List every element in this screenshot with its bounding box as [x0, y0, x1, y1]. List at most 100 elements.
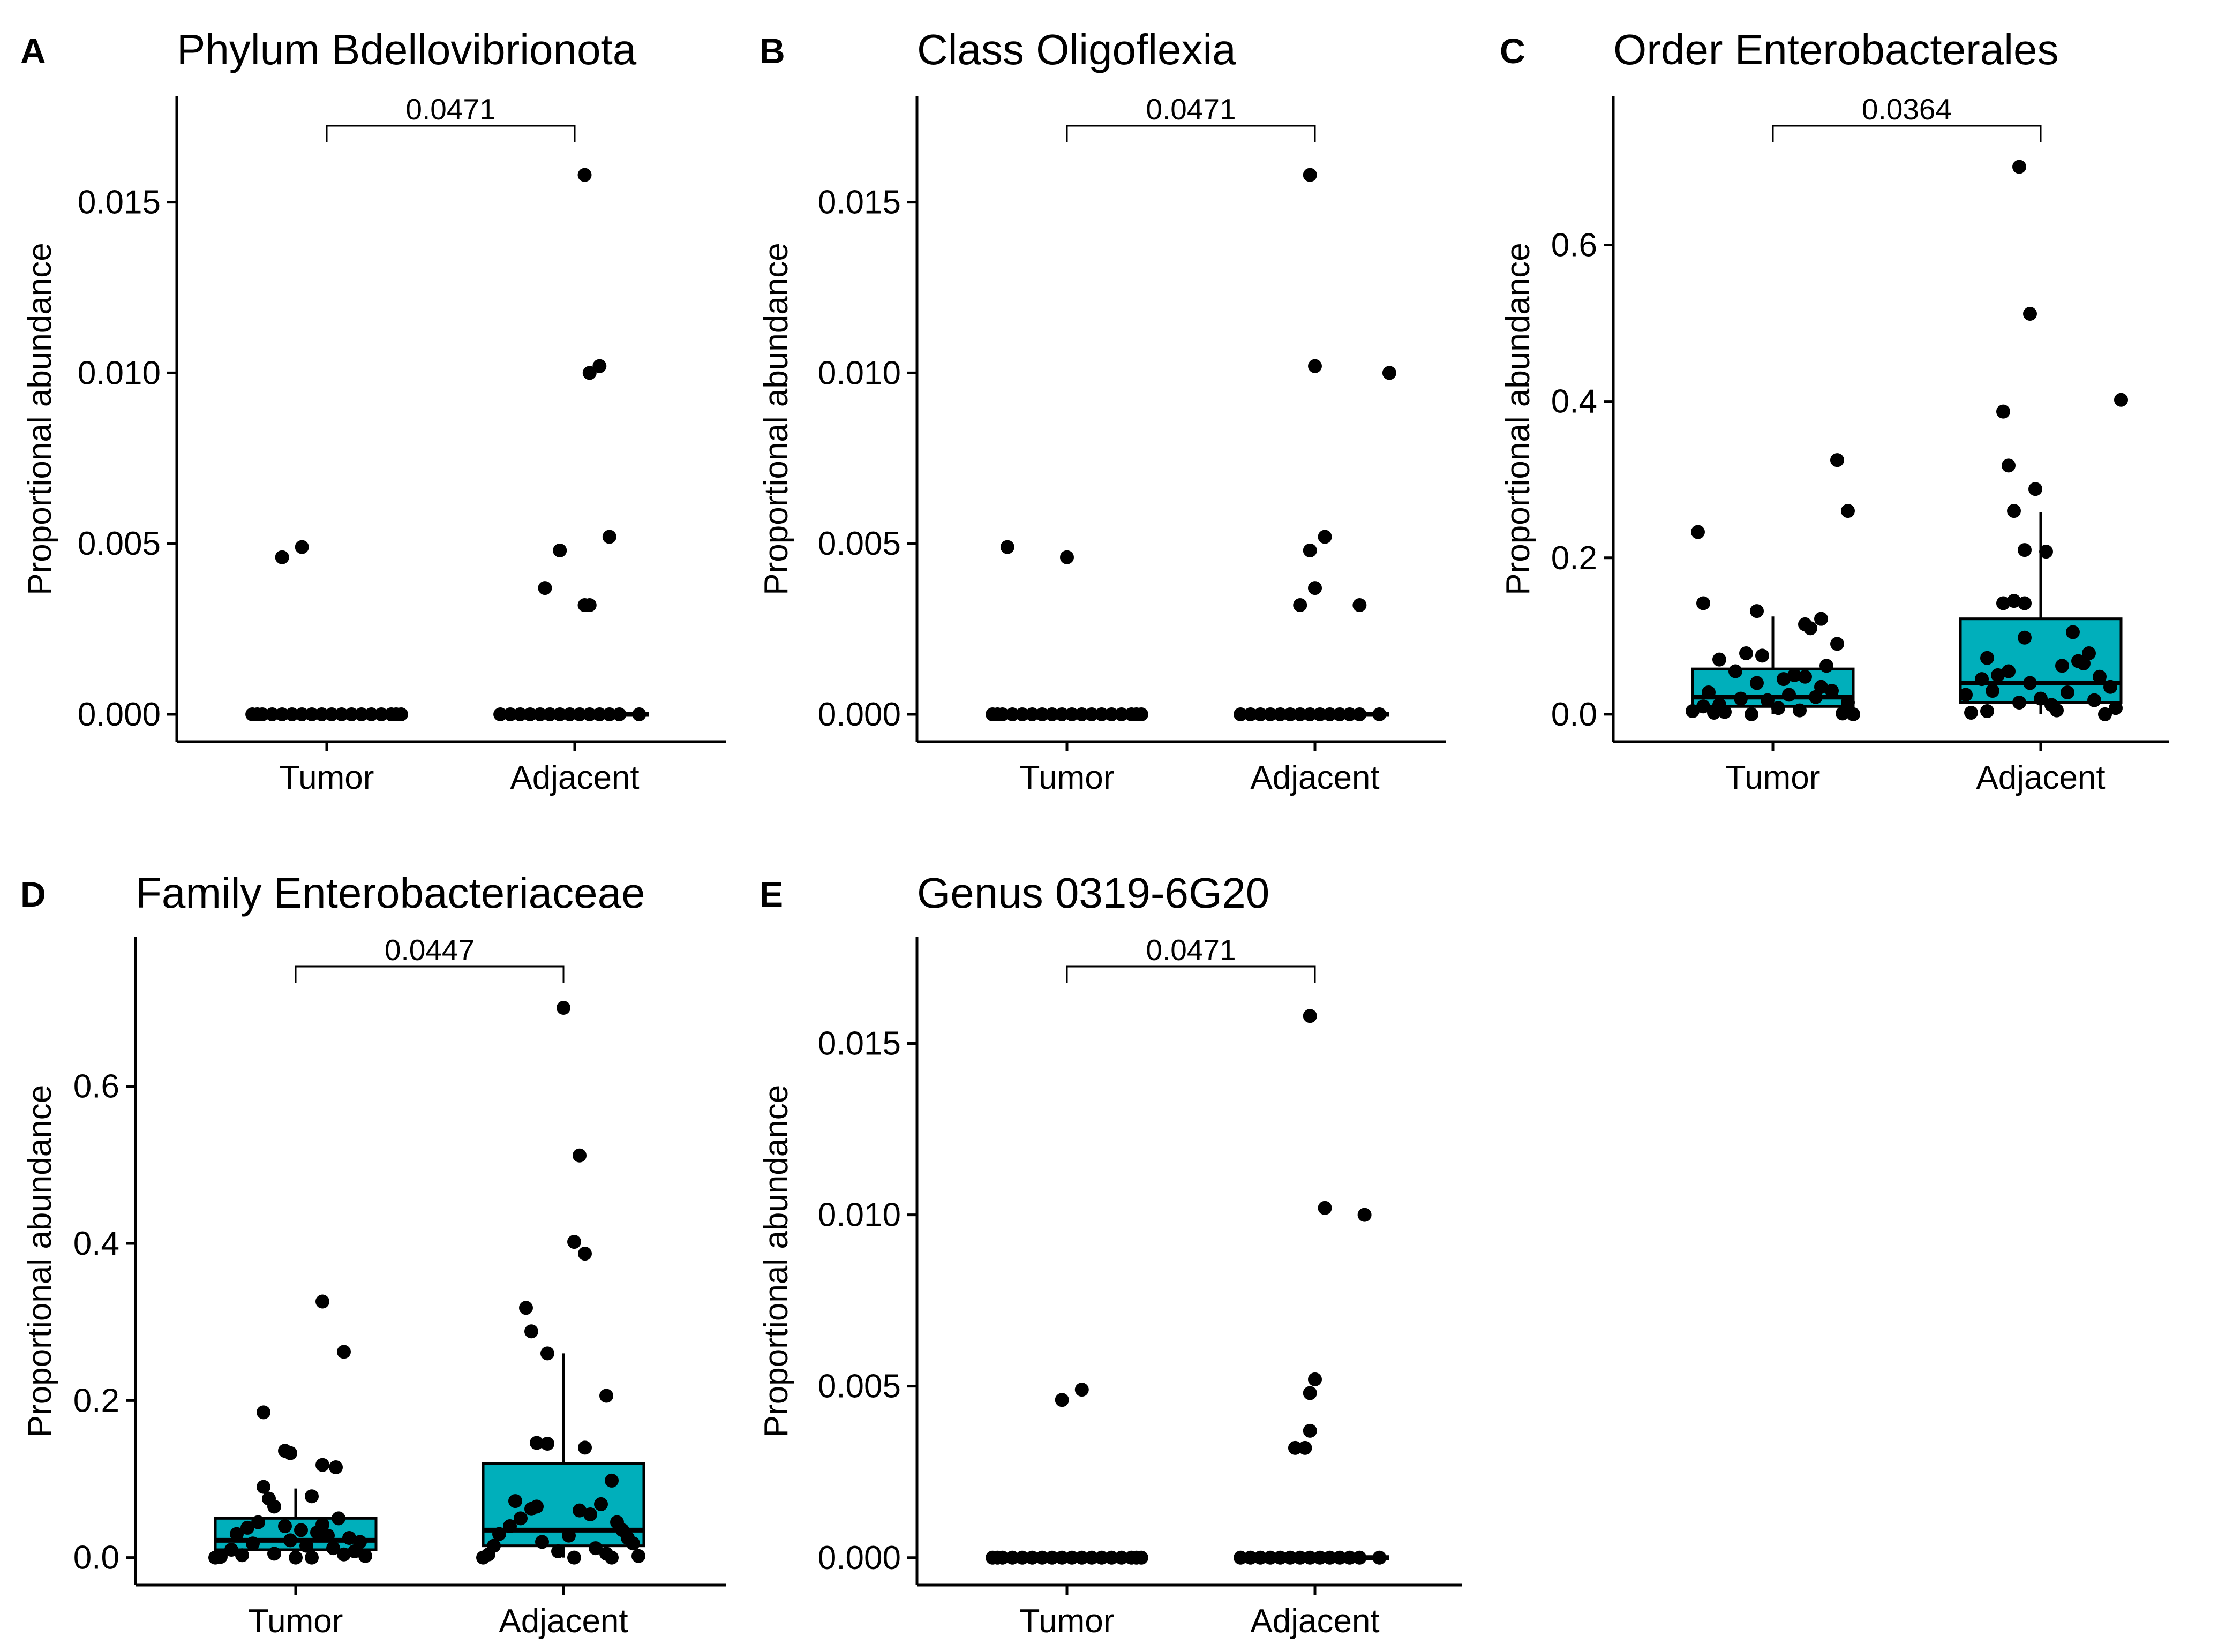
y-tick-label: 0.015	[78, 184, 161, 221]
data-point	[1750, 604, 1764, 618]
data-point	[1308, 581, 1322, 595]
data-point	[503, 1519, 517, 1533]
y-tick-label: 0.6	[73, 1068, 119, 1105]
data-point	[573, 1503, 587, 1518]
x-tick-label-adjacent: Adjacent	[499, 1603, 628, 1640]
data-point	[1263, 1550, 1277, 1565]
data-point	[315, 1294, 329, 1309]
data-point	[599, 1389, 613, 1403]
data-point	[2018, 596, 2032, 610]
data-point	[2061, 685, 2074, 699]
data-point	[315, 1458, 329, 1472]
x-tick-label-adjacent: Adjacent	[510, 759, 639, 796]
data-point	[1980, 704, 1994, 719]
x-tick-label-tumor: Tumor	[280, 759, 374, 796]
data-point	[1045, 707, 1059, 721]
data-point	[1055, 707, 1069, 721]
data-point	[1293, 598, 1307, 612]
data-point	[492, 1527, 506, 1541]
data-point	[2023, 676, 2037, 690]
data-point	[1825, 684, 1839, 698]
data-point	[631, 1549, 645, 1563]
data-point	[1322, 1550, 1337, 1565]
data-point	[2018, 543, 2032, 557]
data-point	[543, 707, 557, 721]
x-tick-label-tumor: Tumor	[1726, 759, 1821, 796]
data-point	[358, 1549, 372, 1563]
data-point	[1273, 707, 1288, 721]
data-point	[1996, 596, 2010, 610]
data-point	[2023, 307, 2037, 321]
data-point	[535, 1535, 549, 1549]
data-point	[553, 543, 567, 557]
data-point	[1114, 1550, 1129, 1565]
y-tick-label: 0.000	[78, 696, 161, 733]
data-point	[1129, 707, 1144, 721]
data-point	[592, 707, 607, 721]
data-point	[1793, 703, 1807, 718]
data-point	[1841, 504, 1855, 518]
data-point	[305, 1550, 319, 1565]
data-point	[523, 707, 537, 721]
data-point	[513, 707, 528, 721]
data-point	[265, 707, 280, 721]
data-point	[1814, 612, 1828, 626]
data-point	[294, 1523, 308, 1537]
data-point	[1313, 1550, 1327, 1565]
data-point	[299, 1538, 313, 1553]
data-point	[1702, 685, 1716, 699]
data-point	[337, 1547, 351, 1562]
y-axis-title: Proportional abundance	[758, 243, 795, 595]
y-tick-label: 0.4	[73, 1225, 119, 1262]
data-point	[2018, 630, 2032, 645]
panel-e: E Genus 0319-6G20 Proportional abundance 0.…	[758, 869, 1462, 1640]
y-tick-label: 0.015	[818, 1025, 901, 1062]
data-point	[1263, 707, 1277, 721]
data-point	[285, 707, 299, 721]
y-tick-label: 0.005	[818, 525, 901, 562]
data-point	[1830, 453, 1844, 467]
data-point	[2077, 656, 2091, 670]
data-point	[540, 1437, 554, 1451]
data-point	[1288, 1440, 1302, 1455]
data-point	[1055, 1393, 1069, 1407]
data-point	[1025, 707, 1040, 721]
panel-letter: D	[20, 874, 46, 914]
p-value-label: 0.0364	[1862, 93, 1952, 126]
data-point	[1253, 1550, 1268, 1565]
x-tick-label-adjacent: Adjacent	[1976, 759, 2105, 796]
data-point	[1005, 707, 1020, 721]
data-point	[508, 1494, 522, 1508]
data-point	[1015, 707, 1029, 721]
data-point	[1243, 707, 1258, 721]
data-point	[605, 1473, 619, 1488]
data-point	[1819, 659, 1833, 673]
data-point	[1771, 701, 1785, 715]
data-point	[1836, 706, 1849, 721]
data-point	[364, 707, 379, 721]
data-point	[1712, 652, 1726, 667]
data-point	[1696, 596, 1710, 610]
data-point	[519, 1301, 533, 1315]
data-point	[573, 1148, 587, 1163]
data-point	[1342, 707, 1357, 721]
y-tick-label: 0.0	[73, 1540, 119, 1576]
data-point	[2002, 664, 2016, 678]
data-point	[275, 707, 289, 721]
y-tick-label: 0.010	[78, 354, 161, 391]
data-point	[1964, 705, 1978, 720]
data-point	[1094, 1550, 1109, 1565]
data-point	[538, 581, 552, 595]
data-point	[1129, 1550, 1144, 1565]
data-point	[592, 359, 607, 373]
data-point	[573, 707, 587, 721]
data-point	[533, 707, 547, 721]
data-point	[1074, 707, 1089, 721]
data-point	[1372, 1550, 1387, 1565]
significance-bracket	[326, 125, 576, 142]
data-point	[289, 1550, 303, 1565]
data-point	[553, 707, 567, 721]
data-point	[1035, 1550, 1049, 1565]
y-tick-label: 0.2	[1551, 540, 1597, 577]
